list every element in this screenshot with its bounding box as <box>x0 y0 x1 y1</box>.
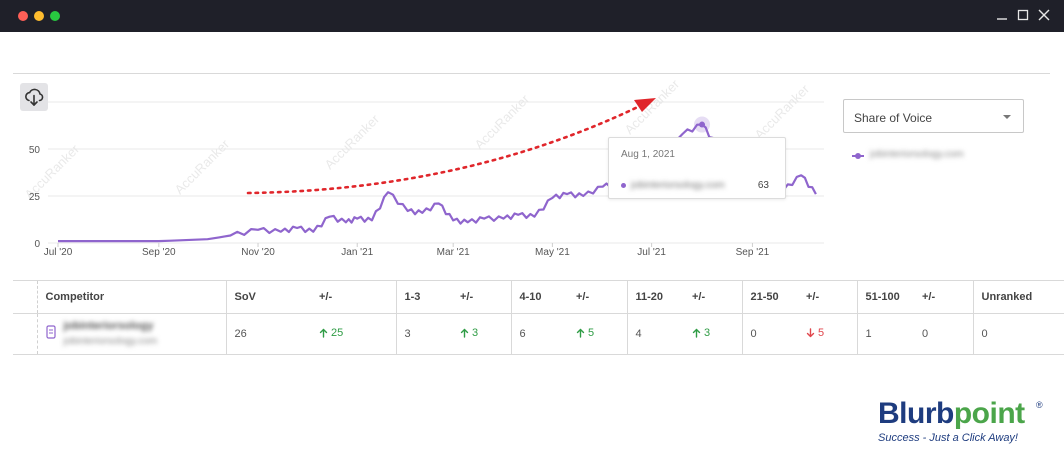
close-icon[interactable] <box>1037 8 1051 22</box>
arrow-up-icon <box>692 328 701 338</box>
y-tick-label: 0 <box>34 239 40 250</box>
x-tick-label: Mar '21 <box>437 247 470 258</box>
cloud-download-icon <box>25 88 44 106</box>
change-down: 5 <box>806 327 824 339</box>
watermark-text: AccuRanker <box>172 136 233 197</box>
unranked-value: 0 <box>972 313 1064 355</box>
sov-value: 26 <box>225 313 311 355</box>
hover-point <box>699 121 706 128</box>
x-tick-label: Jul '20 <box>44 247 73 258</box>
rank-4-10-change: 5 <box>568 314 627 355</box>
col-header[interactable]: 51-100 <box>856 280 914 314</box>
x-tick-label: May '21 <box>535 247 570 258</box>
sov-change: 25 <box>311 314 396 355</box>
brand-tagline: Success - Just a Click Away! <box>878 432 1018 444</box>
competitor-table: Competitor SoV +/- 1-3 +/- 4-10 +/- 11-2… <box>13 280 1064 355</box>
tooltip-value: 63 <box>757 180 769 191</box>
rank-51-100-value: 1 <box>856 313 914 355</box>
tooltip-series-name: jobinteriorsology.com <box>631 180 725 191</box>
select-col-header <box>13 281 37 314</box>
table-row[interactable]: jobinteriorsology jobinteriorsology.com … <box>13 313 1064 355</box>
col-header[interactable]: 1-3 <box>395 280 452 314</box>
rank-1-3-change: 3 <box>452 314 511 355</box>
x-tick-label: Sep '21 <box>736 247 770 258</box>
metric-select[interactable]: Share of Voice <box>843 99 1024 133</box>
registered-mark: ® <box>1036 400 1043 410</box>
trend-arrow <box>246 98 656 195</box>
minimize-icon[interactable] <box>995 8 1009 22</box>
competitor-favicon-icon <box>45 325 56 339</box>
tooltip-date: Aug 1, 2021 <box>621 149 675 160</box>
change-up: 25 <box>319 327 343 339</box>
change-up: 3 <box>692 327 710 339</box>
arrow-up-icon <box>576 328 585 338</box>
select-cell <box>13 314 37 355</box>
col-header[interactable]: +/- <box>576 291 590 303</box>
share-of-voice-chart: AccuRanker AccuRanker AccuRanker AccuRanker… <box>22 80 824 258</box>
watermark-text: AccuRanker <box>322 111 383 172</box>
brand-logo: Blurbpoint ® Success - Just a Click Away… <box>878 398 1048 450</box>
tooltip-series-dot <box>621 183 626 188</box>
brand-name: Blurbpoint <box>878 397 1025 430</box>
y-axis-ticks: 0 25 50 <box>29 145 41 250</box>
col-header[interactable]: Competitor <box>36 280 226 314</box>
series-line <box>58 123 817 243</box>
series-layer <box>58 123 817 243</box>
rank-21-50-value: 0 <box>741 313 798 355</box>
x-tick-label: Jan '21 <box>341 247 373 258</box>
window-titlebar <box>0 0 1064 32</box>
rank-1-3-value: 3 <box>395 313 452 355</box>
change-value: 5 <box>588 327 595 339</box>
rank-11-20-change: 3 <box>684 314 742 355</box>
col-header[interactable]: Unranked <box>972 280 1064 314</box>
x-tick-label: Sep '20 <box>142 247 176 258</box>
maximize-icon[interactable] <box>1016 8 1030 22</box>
y-tick-label: 50 <box>29 145 41 156</box>
col-header[interactable]: +/- <box>806 291 820 303</box>
x-tick-label: Jul '21 <box>637 247 666 258</box>
change-up: 5 <box>576 327 594 339</box>
legend-label: jobinteriorsology.com <box>870 149 964 160</box>
table-header-row: Competitor SoV +/- 1-3 +/- 4-10 +/- 11-2… <box>13 280 1064 314</box>
watermark-text: AccuRanker <box>472 91 533 152</box>
competitor-url[interactable]: jobinteriorsology.com <box>63 336 158 347</box>
minimize-dot[interactable] <box>34 11 44 21</box>
rank-4-10-value: 6 <box>510 313 568 355</box>
col-header[interactable]: 21-50 <box>741 280 798 314</box>
legend-line-icon <box>852 153 864 159</box>
change-value: 25 <box>331 327 344 339</box>
col-header[interactable]: +/- <box>460 291 474 303</box>
col-header[interactable]: +/- <box>922 291 936 303</box>
change-up: 3 <box>460 327 478 339</box>
col-header[interactable]: +/- <box>692 291 706 303</box>
section-divider <box>13 73 1050 74</box>
competitor-cell: jobinteriorsology jobinteriorsology.com <box>36 313 226 355</box>
col-header[interactable]: 4-10 <box>510 280 568 314</box>
change-value: 5 <box>818 327 825 339</box>
metric-select-label: Share of Voice <box>854 111 933 125</box>
download-button[interactable] <box>20 83 48 111</box>
hover-marker <box>694 116 711 133</box>
rank-11-20-value: 4 <box>626 313 684 355</box>
close-dot[interactable] <box>18 11 28 21</box>
chart-tooltip: Aug 1, 2021 jobinteriorsology.com 63 <box>608 137 786 199</box>
x-axis-ticks: Jul '20 Sep '20 Nov '20 Jan '21 Mar '21 May '… <box>44 243 770 258</box>
rank-51-100-change: 0 <box>922 328 929 340</box>
watermark-text: AccuRanker <box>752 81 813 142</box>
col-header[interactable]: SoV <box>225 280 311 314</box>
watermark-text: AccuRanker <box>622 80 683 137</box>
arrow-down-icon <box>806 328 815 338</box>
change-value: 3 <box>704 327 711 339</box>
arrow-up-icon <box>460 328 469 338</box>
chevron-down-icon <box>1003 115 1011 119</box>
rank-21-50-change: 5 <box>798 314 857 355</box>
col-header[interactable]: 11-20 <box>626 280 684 314</box>
zoom-dot[interactable] <box>50 11 60 21</box>
competitor-name[interactable]: jobinteriorsology <box>63 320 154 332</box>
change-value: 3 <box>472 327 479 339</box>
arrow-up-icon <box>319 328 328 338</box>
col-header[interactable]: +/- <box>319 291 333 303</box>
y-tick-label: 25 <box>29 192 41 203</box>
x-tick-label: Nov '20 <box>241 247 275 258</box>
